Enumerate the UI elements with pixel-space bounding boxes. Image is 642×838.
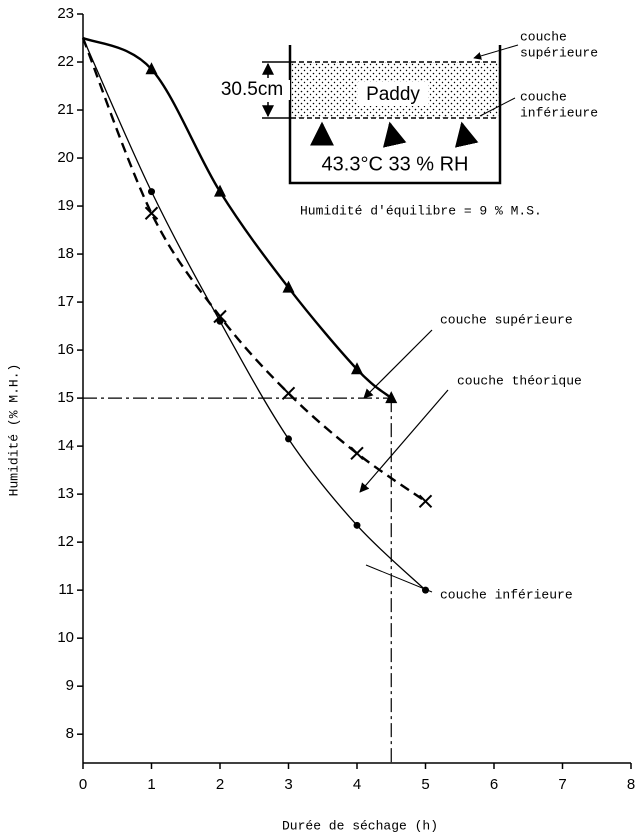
marker [144,206,159,220]
dim-bg [222,80,290,100]
inset-top-label: supérieure [520,45,598,60]
marker [422,586,429,594]
x-tick-label: 3 [284,776,292,793]
series-line [82,37,426,591]
annotation: Humidité d'équilibre = 9 % M.S. [300,203,542,218]
legend-label: couche supérieure [440,312,573,327]
legend-label: couche théorique [457,373,582,388]
y-tick-label: 20 [57,149,74,166]
air-arrow [382,121,407,148]
marker [385,391,398,404]
y-tick-label: 15 [57,389,74,406]
marker [281,386,296,401]
y-tick-label: 19 [57,197,74,214]
inset-top-label: couche [520,29,567,44]
air-arrow [454,121,479,148]
inset-air: 43.3°C 33 % RH [322,153,469,175]
legend-label: couche inférieure [440,587,573,602]
marker [285,435,292,443]
y-tick-label: 9 [66,677,74,694]
leader [479,97,516,117]
container [288,45,502,185]
y-tick-label: 13 [57,485,74,502]
paddy-bg [358,82,428,106]
x-tick-label: 2 [216,776,224,793]
x-axis-label: Durée de séchage (h) [282,818,438,833]
leader [363,329,433,399]
x-tick-label: 1 [147,776,155,793]
x-tick-label: 0 [79,776,87,793]
leader [473,44,519,60]
y-axis-label: Humidité (% M.H.) [6,364,21,497]
marker [351,362,363,375]
y-tick-label: 23 [57,5,74,22]
y-tick-label: 8 [66,725,74,742]
y-tick-label: 22 [57,53,74,70]
marker [282,280,295,293]
marker [145,62,158,75]
marker [148,188,155,196]
leader [359,389,449,493]
marker [350,446,364,461]
marker [353,521,361,529]
x-tick-label: 8 [627,776,635,793]
y-tick-label: 10 [57,629,74,646]
x-tick-label: 6 [490,776,498,793]
y-tick-label: 18 [57,245,74,262]
inset-height: 30.5cm [221,79,283,100]
marker [213,309,227,324]
marker [418,494,433,509]
x-tick-label: 4 [353,776,361,793]
x-tick-label: 5 [421,776,429,793]
marker [214,184,226,197]
inset-bottom-label: inférieure [520,105,598,120]
inset-bottom-label: couche [520,89,567,104]
y-tick-label: 16 [57,341,74,358]
leader [365,564,433,593]
y-tick-label: 17 [57,293,74,310]
y-tick-label: 14 [57,437,74,454]
y-tick-label: 21 [57,101,74,118]
y-tick-label: 11 [58,581,74,598]
inset-diagram: 30.5cm Paddy 43.3°C 33 % RH couche supér… [221,29,598,185]
y-tick-label: 12 [57,533,74,550]
marker [216,317,224,325]
series-line [81,37,427,503]
inset-material: Paddy [366,84,420,105]
x-tick-label: 7 [558,776,566,793]
